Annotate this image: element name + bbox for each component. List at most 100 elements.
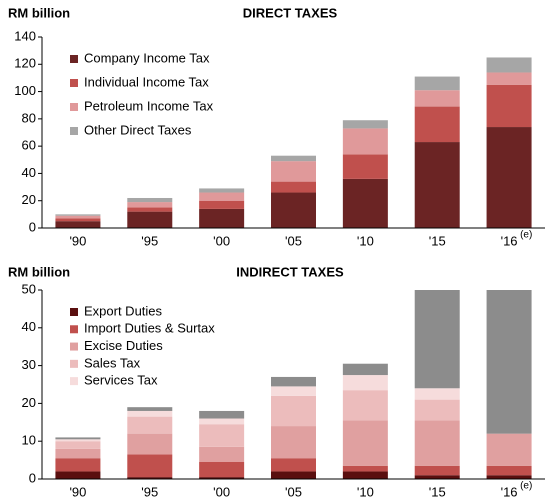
bar-segment bbox=[414, 90, 460, 107]
bar-segment bbox=[486, 84, 532, 128]
legend-label: Excise Duties bbox=[84, 338, 163, 353]
annotation: (e) bbox=[520, 230, 532, 241]
bar-segment bbox=[486, 57, 532, 73]
legend-label: Petroleum Income Tax bbox=[84, 98, 214, 113]
y-tick-label: 60 bbox=[22, 138, 36, 153]
bar-segment bbox=[127, 211, 173, 228]
x-tick-label: '10 bbox=[357, 233, 374, 248]
bar-segment bbox=[127, 197, 173, 203]
bar-segment bbox=[55, 439, 101, 442]
x-tick-label: '90 bbox=[69, 484, 86, 499]
legend-label: Individual Income Tax bbox=[84, 74, 209, 89]
bar-segment bbox=[486, 465, 532, 476]
bar-segment bbox=[127, 202, 173, 208]
chart-title: DIRECT TAXES bbox=[243, 5, 338, 20]
bar-segment bbox=[199, 461, 245, 478]
bar-segment bbox=[342, 128, 388, 155]
bar-segment bbox=[55, 215, 101, 219]
bar-segment bbox=[271, 395, 316, 427]
legend-label: Company Income Tax bbox=[84, 50, 210, 65]
legend-label: Export Duties bbox=[84, 303, 163, 318]
bar-segment bbox=[55, 448, 101, 459]
bar-segment bbox=[271, 161, 316, 182]
legend-label: Other Direct Taxes bbox=[84, 122, 192, 137]
bar-segment bbox=[342, 375, 388, 391]
legend-swatch bbox=[70, 342, 78, 351]
bar-segment bbox=[55, 218, 101, 222]
bar-segment bbox=[199, 192, 245, 201]
bar-segment bbox=[342, 471, 388, 479]
y-tick-label: 40 bbox=[22, 165, 36, 180]
legend-swatch bbox=[70, 359, 78, 368]
bar-segment bbox=[414, 290, 460, 389]
x-tick-label: '05 bbox=[285, 233, 302, 248]
bar-segment bbox=[342, 420, 388, 466]
bar-segment bbox=[486, 290, 532, 434]
y-tick-label: 40 bbox=[22, 319, 36, 334]
bar-segment bbox=[199, 200, 245, 209]
x-tick-label: '00 bbox=[213, 233, 230, 248]
bar-segment bbox=[271, 471, 316, 479]
bar-segment bbox=[271, 376, 316, 387]
x-tick-label: '95 bbox=[141, 233, 158, 248]
x-tick-label: '05 bbox=[285, 484, 302, 499]
bar-segment bbox=[55, 458, 101, 472]
x-tick-label: '90 bbox=[69, 233, 86, 248]
bar-segment bbox=[199, 424, 245, 447]
bar-segment bbox=[127, 477, 173, 479]
bar-segment bbox=[127, 433, 173, 455]
bar-segment bbox=[199, 418, 245, 425]
x-tick-label: '00 bbox=[213, 484, 230, 499]
y-tick-label: 100 bbox=[14, 83, 36, 98]
bar-segment bbox=[127, 207, 173, 212]
legend-label: Import Duties & Surtax bbox=[84, 321, 215, 336]
bar-segment bbox=[199, 410, 245, 419]
bar-segment bbox=[199, 188, 245, 193]
bar-segment bbox=[342, 178, 388, 228]
x-tick-label: '95 bbox=[141, 484, 158, 499]
y-tick-label: 120 bbox=[14, 56, 36, 71]
legend-label: Services Tax bbox=[84, 373, 158, 388]
x-tick-label: '15 bbox=[429, 233, 446, 248]
y-tick-label: 50 bbox=[22, 281, 36, 296]
chart-title: INDIRECT TAXES bbox=[236, 264, 344, 279]
y-tick-label: 30 bbox=[22, 357, 36, 372]
y-axis-label: RM billion bbox=[8, 5, 70, 20]
bar-segment bbox=[414, 420, 460, 466]
legend-swatch bbox=[70, 79, 78, 87]
bar-segment bbox=[271, 181, 316, 193]
bar-segment bbox=[199, 446, 245, 462]
y-tick-label: 0 bbox=[29, 470, 36, 485]
bar-segment bbox=[55, 441, 101, 449]
legend-swatch bbox=[70, 55, 78, 63]
bar-segment bbox=[486, 127, 532, 228]
bar-segment bbox=[271, 155, 316, 162]
x-tick-label: '16 bbox=[501, 233, 518, 248]
y-tick-label: 20 bbox=[22, 192, 36, 207]
legend-label: Sales Tax bbox=[84, 355, 141, 370]
y-tick-label: 10 bbox=[22, 433, 36, 448]
y-tick-label: 20 bbox=[22, 395, 36, 410]
bar-segment bbox=[127, 407, 173, 411]
legend-swatch bbox=[70, 308, 78, 316]
bar-segment bbox=[342, 465, 388, 472]
x-tick-label: '10 bbox=[357, 484, 374, 499]
bar-segment bbox=[342, 363, 388, 376]
bar-segment bbox=[486, 433, 532, 466]
y-tick-label: 80 bbox=[22, 110, 36, 125]
bar-segment bbox=[55, 471, 101, 479]
x-tick-label: '15 bbox=[429, 484, 446, 499]
bar-segment bbox=[271, 386, 316, 396]
bar-segment bbox=[414, 106, 460, 143]
bar-segment bbox=[271, 458, 316, 472]
bar-segment bbox=[127, 454, 173, 478]
bar-segment bbox=[199, 477, 245, 479]
bar-segment bbox=[127, 410, 173, 417]
legend-swatch bbox=[70, 127, 78, 135]
bar-segment bbox=[342, 154, 388, 179]
bar-segment bbox=[486, 72, 532, 85]
bar-segment bbox=[127, 416, 173, 434]
y-tick-label: 0 bbox=[29, 219, 36, 234]
x-tick-label: '16 bbox=[501, 484, 518, 499]
